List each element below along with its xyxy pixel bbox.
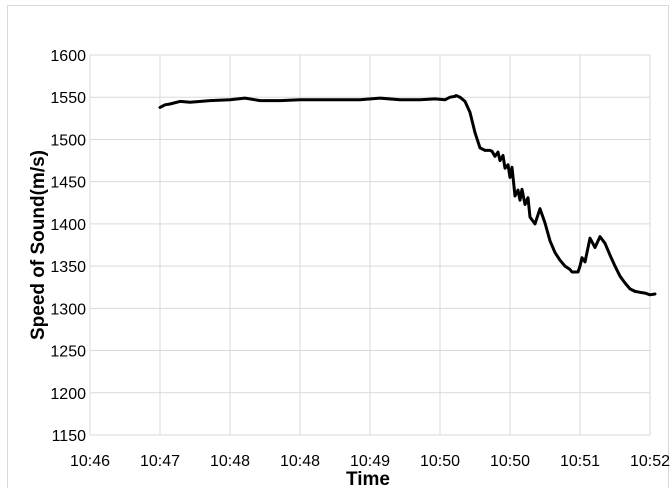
series-line — [158, 94, 657, 297]
y-tick-label: 1600 — [50, 48, 86, 65]
x-tick-label: 10:47 — [140, 453, 180, 470]
x-tick-label: 10:50 — [420, 453, 460, 470]
y-tick-label: 1400 — [50, 217, 86, 234]
x-tick-label: 10:48 — [210, 453, 250, 470]
x-tick-label: 10:52 — [630, 453, 670, 470]
chart-frame — [7, 5, 669, 488]
x-tick-label: 10:49 — [350, 453, 390, 470]
x-tick-label: 10:51 — [560, 453, 600, 470]
x-tick-label: 10:50 — [490, 453, 530, 470]
x-axis-title: Time — [346, 469, 390, 488]
y-tick-label: 1150 — [52, 428, 87, 445]
y-axis-title: Speed of Sound(m/s) — [28, 150, 49, 340]
y-tick-label: 1550 — [50, 90, 86, 107]
x-tick-label: 10:46 — [70, 453, 110, 470]
y-tick-label: 1350 — [50, 259, 86, 276]
y-tick-label: 1500 — [50, 132, 86, 149]
y-tick-label: 1300 — [50, 301, 86, 318]
y-tick-label: 1200 — [50, 386, 86, 403]
y-tick-label: 1250 — [50, 344, 86, 361]
x-tick-label: 10:48 — [280, 453, 320, 470]
y-tick-label: 1450 — [50, 175, 86, 192]
